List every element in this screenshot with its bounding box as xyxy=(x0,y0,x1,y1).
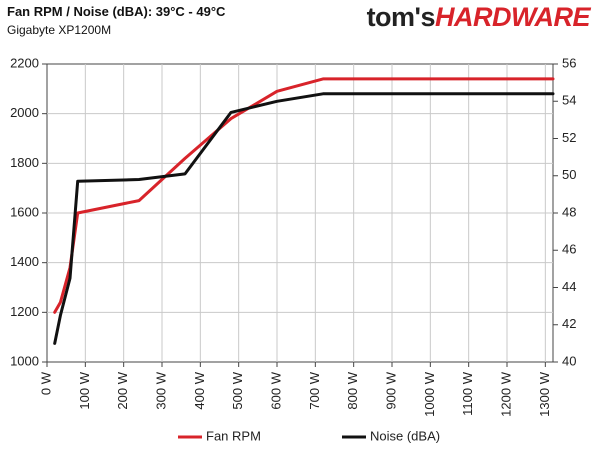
x-tick-label: 0 W xyxy=(38,371,53,395)
logo-part2: HARDWARE xyxy=(435,2,591,32)
x-tick-label: 200 W xyxy=(115,371,130,409)
y-right-tick-label: 52 xyxy=(562,130,576,145)
y-right-tick-label: 50 xyxy=(562,167,576,182)
x-tick-label: 1100 W xyxy=(460,371,475,416)
axes: 0 W 100 W 200 W 300 W 400 W 500 W 600 W 700 W 80… xyxy=(10,55,576,416)
y-right-tick-label: 44 xyxy=(562,279,576,294)
chart-subtitle: Gigabyte XP1200M xyxy=(7,23,112,37)
legend-noise-label: Noise (dBA) xyxy=(370,428,440,443)
x-tick-label: 700 W xyxy=(307,371,322,409)
x-tick-label: 600 W xyxy=(268,371,283,409)
brand-logo: tom'sHARDWARE xyxy=(366,2,591,33)
y-left-tick-label: 1600 xyxy=(10,204,39,219)
series xyxy=(53,77,555,345)
x-tick-label: 1000 W xyxy=(422,371,437,417)
y-left-tick-label: 2000 xyxy=(10,105,39,120)
y-left-tick-label: 1200 xyxy=(10,304,39,319)
logo-part1: tom's xyxy=(366,2,436,32)
legend-fan-rpm-label: Fan RPM xyxy=(206,428,261,443)
y-right-tick-label: 46 xyxy=(562,242,576,257)
y-right-tick-label: 56 xyxy=(562,55,576,70)
chart-title: Fan RPM / Noise (dBA): 39°C - 49°C xyxy=(7,4,226,19)
x-tick-label: 1300 W xyxy=(537,371,552,417)
series-line-noise xyxy=(53,92,555,345)
legend: Fan RPM Noise (dBA) xyxy=(178,428,440,443)
x-tick-label: 900 W xyxy=(383,371,398,409)
x-tick-label: 300 W xyxy=(153,371,168,409)
x-tick-label: 1200 W xyxy=(498,371,513,417)
grid xyxy=(46,63,554,363)
y-right-tick-label: 54 xyxy=(562,93,576,108)
series-line-fan-rpm xyxy=(53,77,555,314)
x-tick-label: 500 W xyxy=(230,371,245,409)
x-tick-label: 400 W xyxy=(192,371,207,409)
x-tick-label: 100 W xyxy=(77,371,92,409)
y-left-tick-label: 1000 xyxy=(10,353,39,368)
y-left-tick-label: 1400 xyxy=(10,254,39,269)
y-right-tick-label: 48 xyxy=(562,204,576,219)
y-left-tick-label: 2200 xyxy=(10,55,39,70)
y-right-tick-label: 42 xyxy=(562,316,576,331)
y-left-tick-label: 1800 xyxy=(10,155,39,170)
x-tick-label: 800 W xyxy=(345,371,360,409)
y-right-tick-label: 40 xyxy=(562,353,576,368)
